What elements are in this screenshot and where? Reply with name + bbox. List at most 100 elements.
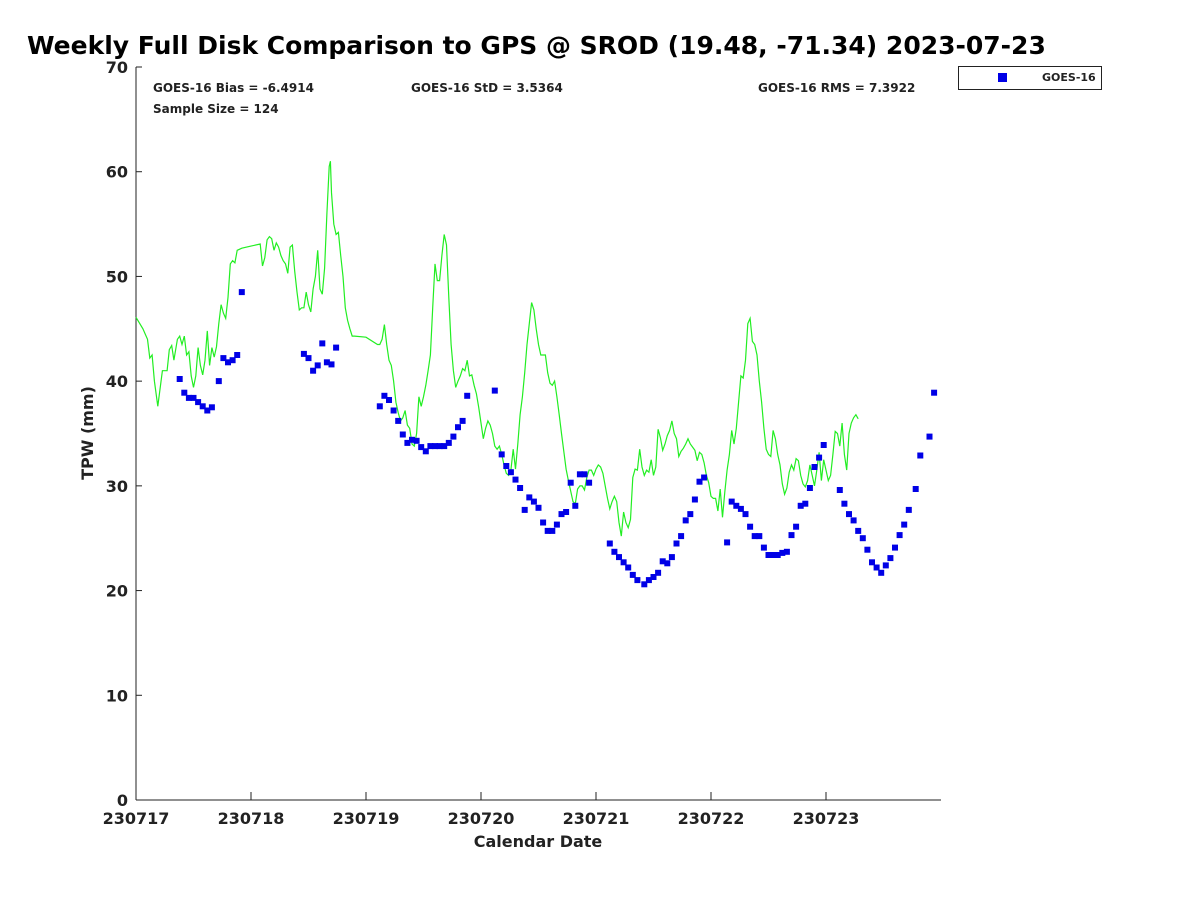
goes-16-point [586, 479, 593, 486]
goes-16-point [912, 486, 919, 492]
goes-16-point [742, 511, 749, 518]
goes-16-point [436, 443, 443, 450]
goes-16-point [310, 367, 317, 374]
goes-16-point [314, 362, 321, 369]
goes-16-point [820, 442, 827, 448]
goes-16-point [409, 436, 415, 443]
goes-16-point [691, 496, 698, 503]
goes-16-point [399, 431, 406, 438]
goes-16-point [553, 521, 560, 528]
goes-16-point [728, 498, 735, 505]
x-tick-label: 230718 [218, 809, 285, 828]
y-ticks: 0 10 20 30 40 50 60 70 [106, 58, 142, 810]
goes-16-point [659, 558, 666, 565]
rms-stat: GOES-16 RMS = 7.3922 [758, 81, 915, 95]
goes-16-point [563, 509, 570, 515]
goes-16-point [869, 559, 875, 566]
goes-16-point [673, 540, 680, 547]
goes-16-point [204, 407, 211, 414]
x-axis-label: Calendar Date [474, 832, 603, 851]
goes-16-point [507, 469, 514, 476]
y-tick-label: 50 [106, 267, 128, 286]
goes-16-point [544, 527, 551, 534]
goes-16-point [581, 471, 588, 478]
goes-16-point [783, 548, 790, 555]
goes-16-point [650, 574, 657, 580]
sample-size-stat: Sample Size = 124 [153, 102, 279, 116]
goes-16-point [319, 340, 326, 347]
goes-16-point [521, 506, 528, 513]
legend: GOES-16 [958, 66, 1102, 90]
x-tick-label: 230723 [793, 809, 860, 828]
y-tick-label: 30 [106, 477, 128, 496]
goes-16-point [418, 444, 425, 451]
goes-16-point [530, 498, 537, 505]
goes-16-point [229, 357, 236, 364]
goes-16-point [802, 500, 809, 507]
goes-16-point [376, 403, 383, 410]
goes-16-point [498, 451, 505, 458]
goes-16-point [512, 476, 519, 483]
goes-16-point [806, 485, 813, 491]
goes-16-point [195, 399, 202, 406]
x-tick-label: 230720 [448, 809, 515, 828]
goes-16-point [896, 532, 903, 539]
goes-16-point [517, 485, 524, 491]
y-tick-label: 20 [106, 582, 128, 601]
goes-16-point [445, 439, 452, 446]
goes-16-point [558, 511, 565, 518]
goes-16-point [760, 544, 767, 551]
goes-16-point [765, 552, 772, 558]
goes-16-point [678, 533, 685, 540]
goes-16-point [459, 417, 466, 424]
goes-16-point [199, 403, 206, 410]
goes-16-point [441, 443, 448, 450]
goes-16-point [931, 389, 938, 396]
goes-16-point [655, 569, 662, 576]
chart-title: Weekly Full Disk Comparison to GPS @ SRO… [27, 31, 1046, 60]
goes-16-point [455, 424, 461, 431]
gps-series [135, 161, 859, 537]
goes-16-point [882, 562, 889, 569]
goes-16-point [850, 517, 857, 524]
goes-16-point [185, 394, 192, 401]
goes-16-point [816, 454, 823, 461]
goes-16-point [567, 479, 574, 486]
goes-16-point [873, 564, 880, 571]
goes-16-point [427, 443, 434, 450]
goes-16-point [747, 523, 754, 530]
goes-16-point [606, 540, 613, 547]
x-tick-label: 230719 [333, 809, 400, 828]
goes-16-point [779, 549, 786, 556]
goes-16-point [645, 577, 652, 584]
goes-16-point [737, 505, 744, 512]
goes-16-point [788, 532, 795, 539]
goes-16-point [846, 511, 852, 518]
goes-16-point [641, 581, 648, 588]
goes-16-point [413, 437, 420, 444]
goes-16-point [770, 552, 777, 558]
bias-stat: GOES-16 Bias = -6.4914 [153, 81, 314, 95]
goes-16-point [836, 487, 843, 493]
goes-16-point [190, 394, 197, 401]
goes-16-point [576, 471, 583, 478]
goes-16-point [181, 389, 188, 396]
goes-16-point [540, 519, 547, 526]
goes-16-point [549, 527, 556, 534]
goes-16-point [386, 397, 392, 403]
goes-16-point [733, 502, 740, 509]
goes-16-point [811, 464, 818, 470]
goes-16-point [682, 517, 689, 524]
goes-16-point [176, 376, 183, 382]
goes-16-point [859, 535, 866, 542]
goes-16-point [305, 355, 312, 362]
goes-16-point [422, 448, 429, 455]
goes-16-point [905, 506, 912, 513]
goes-16-point [333, 344, 340, 351]
goes-16-point [629, 571, 636, 578]
goes-16-point [701, 474, 708, 481]
goes-16-point [668, 554, 675, 561]
legend-box [958, 66, 1102, 90]
goes-16-point [526, 494, 533, 501]
goes-16-point [395, 417, 402, 424]
